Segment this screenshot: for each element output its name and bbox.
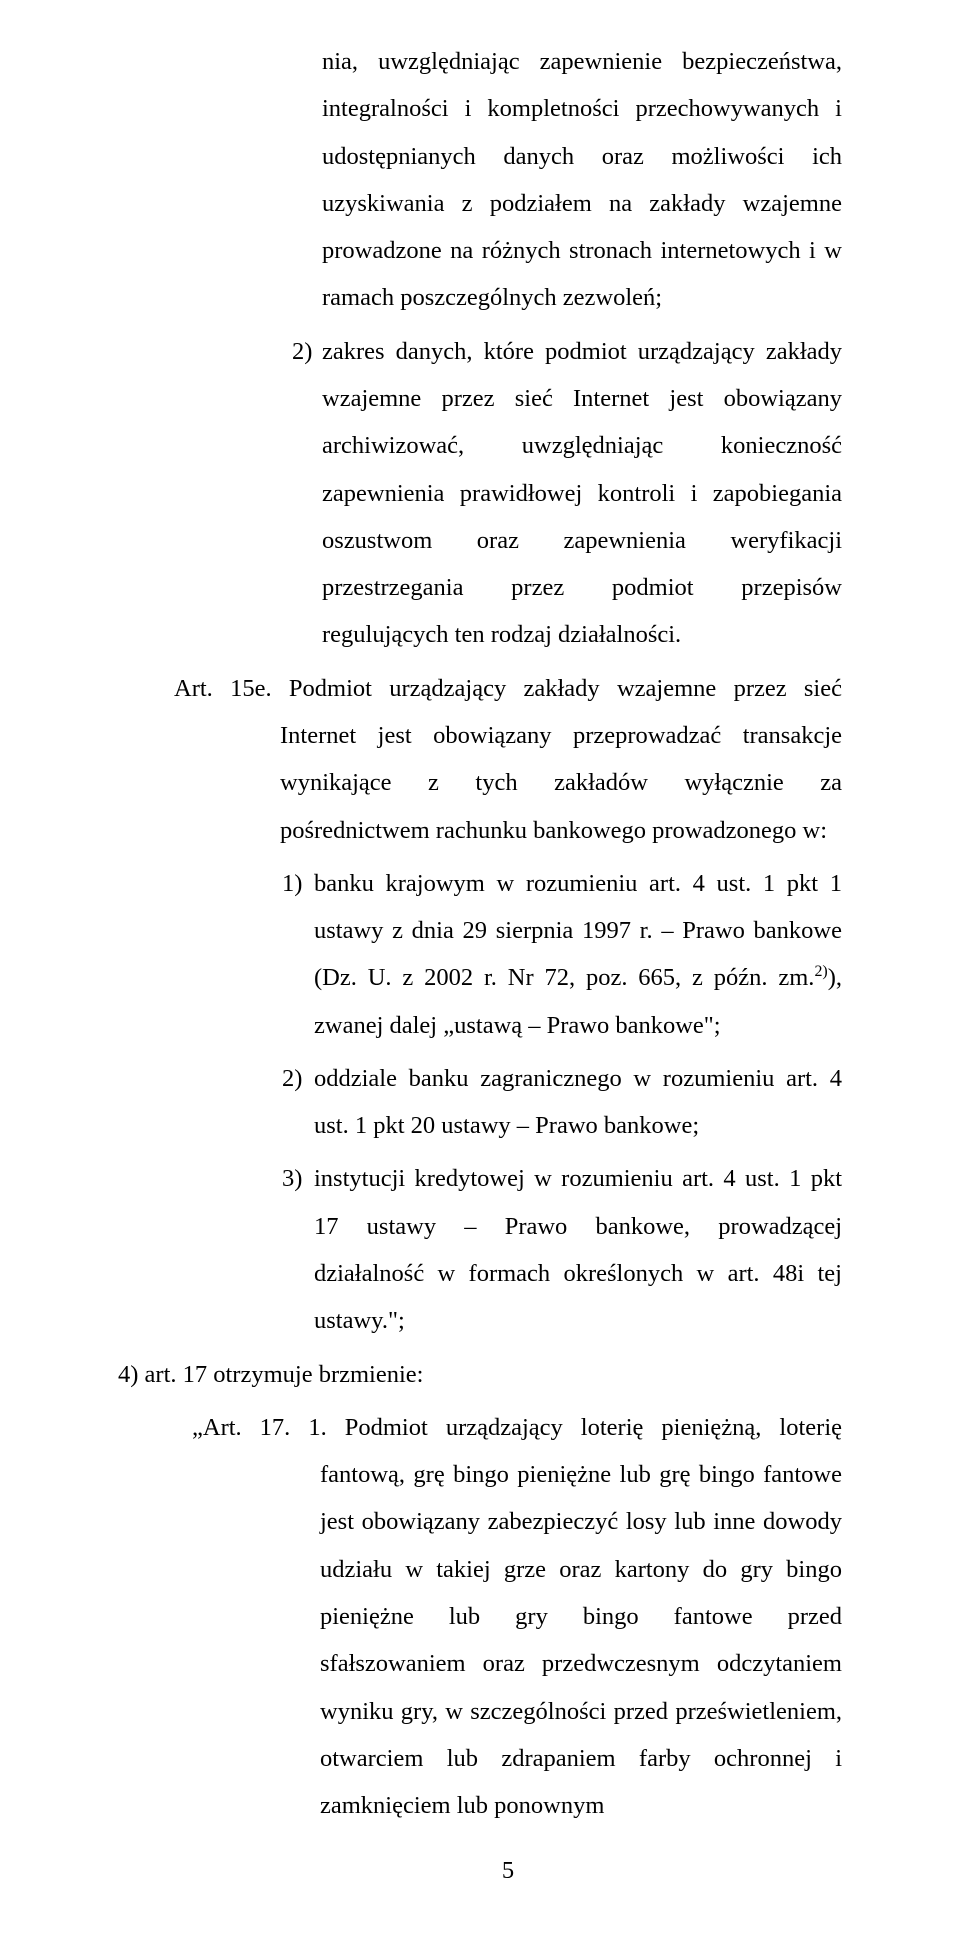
article-label: „Art. 17. 1. [192, 1414, 327, 1441]
enum-text: instytucji kredytowej w rozumieniu art. … [314, 1165, 842, 1334]
article-label: Art. 15e. [174, 675, 272, 702]
enum-item-3: 3)instytucji kredytowej w rozumieniu art… [282, 1155, 842, 1344]
continuation-paragraph: nia, uwzględniając zapewnienie bezpiecze… [322, 38, 842, 322]
article-17: „Art. 17. 1. Podmiot urządzający loterię… [174, 1404, 842, 1830]
subitem-text: zakres danych, które podmiot urządzający… [322, 338, 842, 649]
enum-text: oddziale banku zagranicznego w rozumieni… [314, 1065, 842, 1139]
toplevel-item-4: 4) art. 17 otrzymuje brzmienie: [118, 1351, 842, 1398]
numbered-subitem-2: 2)zakres danych, które podmiot urządzają… [292, 328, 842, 659]
enum-marker: 2) [282, 1055, 314, 1102]
enum-item-1: 1)banku krajowym w rozumieniu art. 4 ust… [282, 860, 842, 1049]
article-text: Podmiot urządzający loterię pieniężną, l… [320, 1414, 842, 1819]
enum-item-2: 2)oddziale banku zagranicznego w rozumie… [282, 1055, 842, 1150]
subitem-marker: 2) [292, 328, 322, 375]
page-number: 5 [174, 1847, 842, 1894]
enum-text-a: banku krajowym w rozumieniu art. 4 ust. … [314, 870, 842, 992]
footnote-ref: 2) [814, 963, 827, 980]
enum-marker: 3) [282, 1155, 314, 1202]
article-text: Podmiot urządzający zakłady wzajemne prz… [280, 675, 842, 844]
enum-marker: 1) [282, 860, 314, 907]
article-15e: Art. 15e. Podmiot urządzający zakłady wz… [174, 665, 842, 854]
document-page: nia, uwzględniając zapewnienie bezpiecze… [0, 0, 960, 1935]
